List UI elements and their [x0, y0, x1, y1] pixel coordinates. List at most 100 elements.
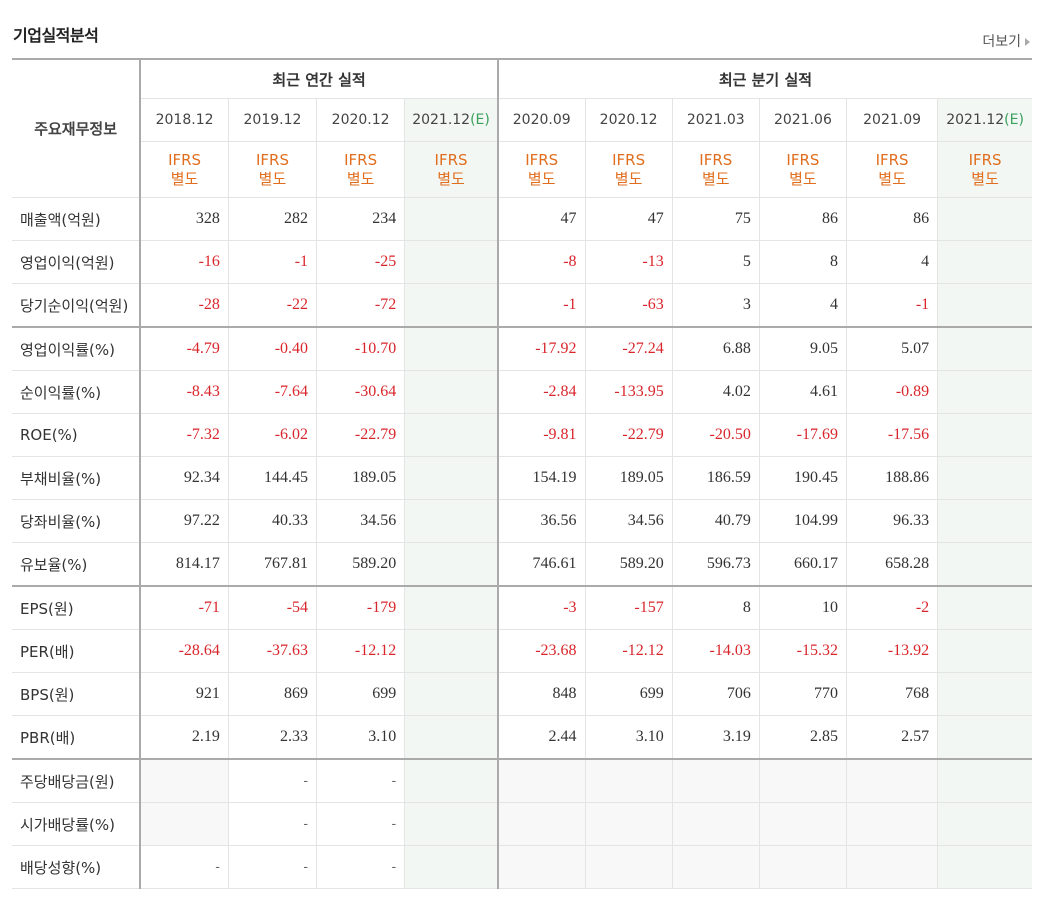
row-label: PER(배)	[12, 629, 142, 673]
period-date: 2021.12	[946, 112, 1005, 128]
table-cell: -72	[316, 283, 406, 328]
table-cell: -3	[496, 585, 586, 630]
period-date: 2021.03	[686, 112, 745, 128]
table-cell: -179	[316, 585, 406, 630]
table-cell: 699	[584, 672, 673, 716]
ifrs-label: IFRS	[255, 150, 289, 169]
table-cell	[404, 370, 499, 414]
period-header: 2021.06	[758, 98, 848, 142]
row-label: 유보율(%)	[12, 542, 142, 587]
table-cell: -28.64	[139, 629, 229, 673]
ifrs-label: IFRS	[434, 150, 468, 169]
period-header: 2021.09	[845, 98, 939, 142]
more-link[interactable]: 더보기	[982, 31, 1030, 51]
row-label: BPS(원)	[12, 672, 142, 716]
row-label: 당기순이익(억원)	[12, 283, 142, 328]
table-cell: -30.64	[316, 370, 406, 414]
table-cell	[404, 758, 499, 803]
table-cell	[404, 413, 499, 457]
row-label: 매출액(억원)	[12, 197, 142, 241]
estimate-mark: (E)	[470, 112, 490, 128]
table-cell: 10	[758, 585, 848, 630]
table-cell	[404, 283, 499, 328]
table-cell: -54	[227, 585, 318, 630]
table-cell	[584, 802, 673, 846]
table-cell: -22	[227, 283, 318, 328]
table-cell: -	[316, 845, 406, 889]
table-cell: 770	[758, 672, 848, 716]
ifrs-label: IFRS	[168, 150, 202, 169]
table-cell	[845, 802, 939, 846]
table-cell	[671, 845, 760, 889]
estimate-mark: (E)	[1004, 112, 1024, 128]
table-row: 순이익률(%) -8.43 -7.64 -30.64 -2.84 -133.95 4.02 4…	[12, 370, 1032, 414]
table-cell: 658.28	[845, 542, 939, 587]
table-cell: -157	[584, 585, 673, 630]
table-cell: 104.99	[758, 499, 848, 543]
ifrs-label: IFRS	[786, 150, 820, 169]
table-cell: 40.79	[671, 499, 760, 543]
ifrs-header: IFRS 별도	[758, 141, 848, 198]
period-header: 2021.03	[671, 98, 760, 142]
table-cell: 589.20	[584, 542, 673, 587]
table-cell: 2.33	[227, 715, 318, 760]
period-date: 2021.09	[863, 112, 922, 128]
chevron-right-icon	[1025, 38, 1030, 46]
table-cell: -12.12	[316, 629, 406, 673]
table-cell: -2	[845, 585, 939, 630]
period-header: 2020.12	[316, 98, 406, 142]
table-cell: 699	[316, 672, 406, 716]
table-cell	[937, 499, 1032, 543]
table-cell: -	[316, 802, 406, 846]
table-cell: 814.17	[139, 542, 229, 587]
table-cell: 8	[758, 240, 848, 284]
period-date: 2019.12	[243, 112, 302, 128]
period-date: 2020.12	[599, 112, 658, 128]
table-cell	[496, 845, 586, 889]
table-cell	[937, 456, 1032, 500]
table-cell: 4	[758, 283, 848, 328]
table-cell: 9.05	[758, 326, 848, 371]
table-cell	[404, 715, 499, 760]
table-cell	[937, 758, 1032, 803]
table-row: 영업이익률(%) -4.79 -0.40 -10.70 -17.92 -27.24 6.88…	[12, 326, 1032, 371]
table-cell	[139, 802, 229, 846]
table-cell: -17.56	[845, 413, 939, 457]
ifrs-header: IFRS 별도	[404, 141, 499, 198]
table-cell	[937, 240, 1032, 284]
table-row: EPS(원) -71 -54 -179 -3 -157 8 10 -2	[12, 585, 1032, 630]
ifrs-label: IFRS	[612, 150, 646, 169]
table-cell: 3	[671, 283, 760, 328]
table-cell	[937, 715, 1032, 760]
table-cell	[404, 585, 499, 630]
standalone-label: 별도	[614, 169, 643, 188]
table-cell: -	[227, 802, 318, 846]
period-date: 2020.12	[331, 112, 390, 128]
table-cell	[937, 197, 1032, 241]
table-cell: 190.45	[758, 456, 848, 500]
table-cell: 40.33	[227, 499, 318, 543]
table-row: 시가배당률(%) - -	[12, 802, 1032, 846]
ifrs-header: IFRS 별도	[227, 141, 318, 198]
table-cell: 2.57	[845, 715, 939, 760]
standalone-label: 별도	[437, 169, 465, 188]
table-cell: -8.43	[139, 370, 229, 414]
table-cell: 75	[671, 197, 760, 241]
row-label: 당좌비율(%)	[12, 499, 142, 543]
table-cell	[404, 240, 499, 284]
table-cell: 2.85	[758, 715, 848, 760]
table-cell	[139, 758, 229, 803]
period-header: 2020.09	[496, 98, 586, 142]
row-label: PBR(배)	[12, 715, 142, 760]
table-cell	[845, 845, 939, 889]
table-cell: 328	[139, 197, 229, 241]
table-cell	[496, 758, 586, 803]
table-cell: 3.10	[316, 715, 406, 760]
table-cell	[404, 326, 499, 371]
table-cell: -	[139, 845, 229, 889]
table-cell: -0.89	[845, 370, 939, 414]
table-cell: -71	[139, 585, 229, 630]
table-cell: -12.12	[584, 629, 673, 673]
row-label: 영업이익(억원)	[12, 240, 142, 284]
table-cell: -7.32	[139, 413, 229, 457]
